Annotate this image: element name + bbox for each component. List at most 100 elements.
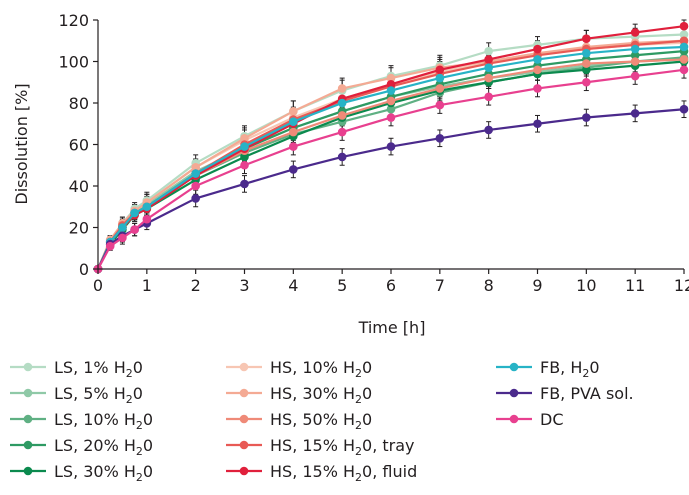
data-point [289, 142, 298, 151]
data-point [386, 142, 396, 151]
data-point [337, 84, 347, 93]
data-point [289, 127, 298, 137]
legend-label-main: LS, 5% H [54, 384, 126, 403]
data-point [142, 214, 152, 224]
data-point [582, 65, 591, 75]
y-tick-label: 40 [69, 177, 89, 196]
legend-label-main: DC [540, 410, 564, 429]
x-tick-label: 11 [625, 276, 645, 295]
data-point [289, 117, 298, 126]
data-point [435, 133, 445, 143]
legend-label-main: LS, 10% H [54, 410, 136, 429]
legend-swatch-marker [23, 388, 33, 398]
data-point [582, 59, 591, 68]
legend-label: HS, 10% H20 [270, 358, 372, 380]
legend-swatch-marker [239, 440, 249, 450]
legend-label-main: FB, PVA sol. [540, 384, 634, 403]
series-lines [93, 21, 689, 274]
legend-label-suffix: 0 [133, 358, 143, 377]
data-point [484, 92, 493, 102]
y-tick-label: 100 [58, 53, 89, 72]
data-point [630, 44, 640, 54]
legend-label-main: HS, 15% H [270, 436, 355, 455]
data-point [130, 225, 139, 234]
legend-label-suffix: 0 [143, 436, 153, 455]
legend-label-main: HS, 50% H [270, 410, 355, 429]
legend-label: LS, 5% H20 [54, 384, 143, 406]
x-tick-label: 12 [674, 276, 689, 295]
x-tick-label: 8 [484, 276, 494, 295]
x-tick-label: 7 [435, 276, 445, 295]
data-point [679, 21, 689, 31]
legend-swatch-marker [239, 414, 249, 424]
data-point [484, 55, 493, 64]
data-point [679, 104, 689, 114]
legend-label-main: LS, 20% H [54, 436, 136, 455]
legend-label: HS, 50% H20 [270, 410, 372, 432]
x-tick-label: 1 [142, 276, 152, 295]
data-point [386, 86, 396, 95]
y-tick-label: 0 [79, 260, 89, 279]
legend-item-0: LS, 1% H20 [10, 358, 143, 380]
legend-label-subscript: 2 [355, 393, 362, 406]
data-point [386, 80, 396, 89]
legend-label-suffix: 0 [133, 384, 143, 403]
legend-swatch-marker [509, 388, 519, 398]
legend-swatch-marker [509, 362, 519, 372]
legend-label-main: LS, 30% H [54, 462, 136, 481]
data-point [240, 133, 249, 143]
data-point [435, 65, 445, 75]
data-point [386, 73, 396, 83]
data-point [484, 73, 493, 83]
data-point [289, 165, 298, 174]
x-tick-label: 6 [386, 276, 396, 295]
x-axis-label: Time [h] [358, 318, 426, 337]
legend-label-subscript: 2 [355, 367, 362, 380]
data-point [386, 113, 396, 122]
legend-item-8: HS, 15% H20, tray [226, 436, 415, 458]
legend-item-3: LS, 20% H20 [10, 436, 153, 458]
legend-label: FB, H20 [540, 358, 600, 380]
data-point [118, 233, 127, 243]
data-point [337, 127, 347, 137]
data-point [484, 125, 493, 135]
legend-label: LS, 30% H20 [54, 462, 153, 484]
legend-item-9: HS, 15% H20, fluid [226, 462, 417, 484]
legend-label-subscript: 2 [355, 445, 362, 458]
legend-label: HS, 30% H20 [270, 384, 372, 406]
data-point [337, 111, 347, 120]
data-point [240, 152, 249, 162]
legend-label-subscript: 2 [136, 419, 143, 432]
data-point [191, 169, 200, 178]
legend-swatch-marker [23, 466, 33, 476]
data-point [118, 223, 127, 232]
x-tick-label: 9 [532, 276, 542, 295]
x-tick-label: 4 [288, 276, 298, 295]
series-line [97, 68, 685, 270]
data-point [435, 100, 445, 110]
data-point [191, 163, 200, 172]
x-tick-label: 0 [93, 276, 103, 295]
y-axis-label: Dissolution [%] [12, 83, 31, 204]
legend-label-suffix: 0 [143, 462, 153, 481]
legend-swatch-marker [239, 466, 249, 476]
legend-item-2: LS, 10% H20 [10, 410, 153, 432]
data-point [630, 50, 640, 60]
axes: 0123456789101112020406080100120 [58, 11, 689, 295]
legend-swatch-marker [23, 414, 33, 424]
legend-item-11: FB, PVA sol. [496, 384, 634, 403]
data-point [289, 107, 298, 116]
data-point [679, 42, 689, 52]
error-bars [107, 19, 687, 251]
legend-label-subscript: 2 [355, 471, 362, 484]
legend-item-4: LS, 30% H20 [10, 462, 153, 484]
data-point [679, 65, 689, 75]
legend-swatch-marker [239, 362, 249, 372]
data-point [582, 34, 591, 43]
x-tick-label: 5 [337, 276, 347, 295]
data-point [533, 44, 542, 54]
data-point [484, 46, 493, 56]
legend-label-suffix: 0, fluid [362, 462, 417, 481]
